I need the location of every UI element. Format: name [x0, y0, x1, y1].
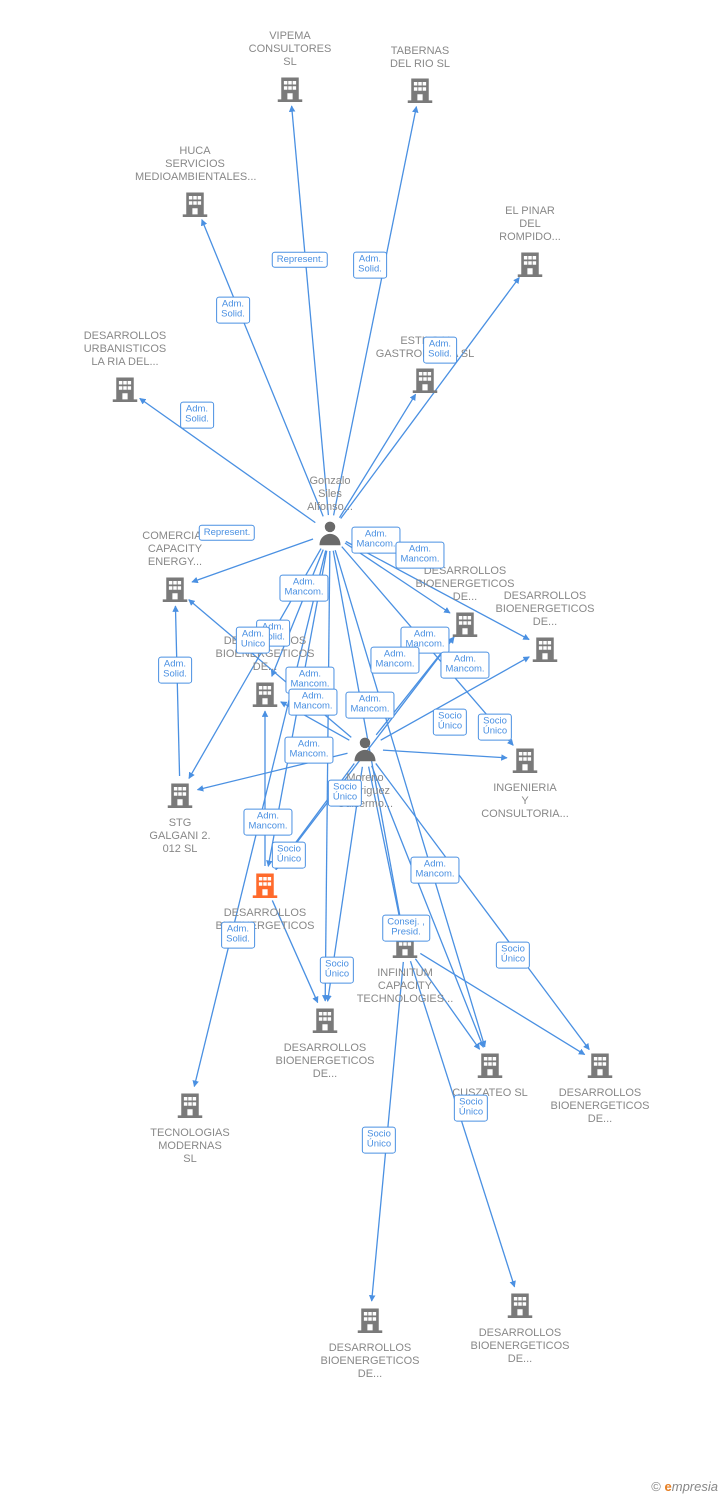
edge-label: Socio Único — [362, 1127, 396, 1154]
brand-rest: mpresia — [672, 1479, 718, 1494]
edge-line — [175, 606, 179, 776]
node-label: INGENIERIA Y CONSULTORIA... — [465, 782, 585, 822]
node-comcap[interactable]: COMERCIAL CAPACITY ENERGY... — [115, 530, 235, 607]
building-icon — [460, 1290, 580, 1323]
edge-label: Adm. Mancom. — [370, 647, 419, 674]
node-label: DESARROLLOS BIOENERGETICOS DE... — [540, 1087, 660, 1127]
building-icon — [485, 634, 605, 667]
node-label: DESARROLLOS BIOENERGETICOS — [205, 907, 325, 933]
edge-line — [376, 637, 454, 735]
node-label: DESARROLLOS BIOENERGETICOS DE... — [310, 1342, 430, 1382]
edge-label: Adm. Solid. — [216, 297, 250, 324]
edge-label: Represent. — [272, 252, 328, 268]
building-icon — [470, 249, 590, 282]
node-desarhigh[interactable]: DESARROLLOS BIOENERGETICOS — [205, 870, 325, 933]
building-icon — [135, 189, 255, 222]
node-label: DESARROLLOS URBANISTICOS LA RIA DEL... — [65, 330, 185, 370]
building-icon — [430, 1050, 550, 1083]
building-icon — [345, 930, 465, 963]
node-vipema[interactable]: VIPEMA CONSULTORES SL — [230, 30, 350, 107]
node-cuszateo[interactable]: CUSZATEO SL — [430, 1050, 550, 1100]
building-icon — [365, 365, 485, 398]
edge-line — [292, 106, 329, 515]
node-estilo[interactable]: ESTILO Y GASTRONOMIA SL — [365, 335, 485, 398]
edge-label: Adm. Mancom. — [440, 652, 489, 679]
node-label: DESARROLLOS BIOENERGETICOS DE... — [485, 590, 605, 630]
node-moreno[interactable]: Moreno Rodriguez Guillermo... — [305, 735, 425, 812]
node-label: CUSZATEO SL — [430, 1087, 550, 1100]
building-icon — [205, 679, 325, 712]
edge-label: Socio Único — [272, 842, 306, 869]
node-urbria[interactable]: DESARROLLOS URBANISTICOS LA RIA DEL... — [65, 330, 185, 407]
edge-label: Adm. Solid. — [353, 252, 387, 279]
edge-label: Adm. Mancom. — [279, 575, 328, 602]
node-label: STG GALGANI 2. 012 SL — [120, 817, 240, 857]
edge-label: Adm. Solid. — [158, 657, 192, 684]
node-stg[interactable]: STG GALGANI 2. 012 SL — [120, 780, 240, 857]
node-desbio4[interactable]: DESARROLLOS BIOENERGETICOS DE... — [265, 1005, 385, 1082]
edge-label: Socio Único — [496, 942, 530, 969]
node-label: DESARROLLOS BIOENERGETICOS DE... — [265, 1042, 385, 1082]
person-icon — [270, 519, 390, 552]
node-label: DESARROLLOS BIOENERGETICOS DE... — [205, 635, 325, 675]
node-label: EL PINAR DEL ROMPIDO... — [470, 205, 590, 245]
node-label: COMERCIAL CAPACITY ENERGY... — [115, 530, 235, 570]
node-tecmod[interactable]: TECNOLOGIAS MODERNAS SL — [130, 1090, 250, 1167]
node-label: ESTILO Y GASTRONOMIA SL — [365, 335, 485, 361]
node-label: DESARROLLOS BIOENERGETICOS DE... — [460, 1327, 580, 1367]
node-label: Moreno Rodriguez Guillermo... — [305, 772, 425, 812]
building-icon — [265, 1005, 385, 1038]
edge-label: Socio Único — [433, 709, 467, 736]
building-icon — [120, 780, 240, 813]
edge-label: Adm. Mancom. — [243, 809, 292, 836]
edge-label: Adm. Solid. — [180, 402, 214, 429]
building-icon — [360, 75, 480, 108]
building-icon — [310, 1305, 430, 1338]
node-label: VIPEMA CONSULTORES SL — [230, 30, 350, 70]
building-icon — [465, 745, 585, 778]
node-label: INFINITUM CAPACITY TECHNOLOGIES... — [345, 967, 465, 1007]
edge-label: Socio Único — [478, 714, 512, 741]
node-infinitum[interactable]: INFINITUM CAPACITY TECHNOLOGIES... — [345, 930, 465, 1007]
building-icon — [540, 1050, 660, 1083]
copyright-symbol: © — [651, 1479, 661, 1494]
node-desbio7[interactable]: DESARROLLOS BIOENERGETICOS DE... — [460, 1290, 580, 1367]
watermark: © empresia — [651, 1479, 718, 1494]
node-ingcon[interactable]: INGENIERIA Y CONSULTORIA... — [465, 745, 585, 822]
building-icon — [115, 574, 235, 607]
building-icon — [65, 374, 185, 407]
edge-label: Adm. Mancom. — [410, 857, 459, 884]
node-tabernas[interactable]: TABERNAS DEL RIO SL — [360, 45, 480, 108]
brand-initial: e — [665, 1479, 672, 1494]
edge-line — [381, 657, 530, 740]
node-label: HUCA SERVICIOS MEDIOAMBIENTALES... — [135, 145, 255, 185]
building-icon — [205, 870, 325, 903]
node-desbio6[interactable]: DESARROLLOS BIOENERGETICOS DE... — [310, 1305, 430, 1382]
node-gonzalo[interactable]: Gonzalo Siles Alfonso... — [270, 475, 390, 552]
edge-line — [410, 961, 514, 1287]
edge-line — [202, 220, 323, 517]
node-label: TABERNAS DEL RIO SL — [360, 45, 480, 71]
node-desbio3[interactable]: DESARROLLOS BIOENERGETICOS DE... — [205, 635, 325, 712]
node-huca[interactable]: HUCA SERVICIOS MEDIOAMBIENTALES... — [135, 145, 255, 222]
node-desbio5[interactable]: DESARROLLOS BIOENERGETICOS DE... — [540, 1050, 660, 1127]
person-icon — [305, 735, 425, 768]
building-icon — [230, 74, 350, 107]
edge-line — [334, 107, 417, 516]
node-label: Gonzalo Siles Alfonso... — [270, 475, 390, 515]
node-elpinar[interactable]: EL PINAR DEL ROMPIDO... — [470, 205, 590, 282]
edge-label: Adm. Mancom. — [345, 692, 394, 719]
node-label: TECNOLOGIAS MODERNAS SL — [130, 1127, 250, 1167]
node-desbio2[interactable]: DESARROLLOS BIOENERGETICOS DE... — [485, 590, 605, 667]
building-icon — [130, 1090, 250, 1123]
